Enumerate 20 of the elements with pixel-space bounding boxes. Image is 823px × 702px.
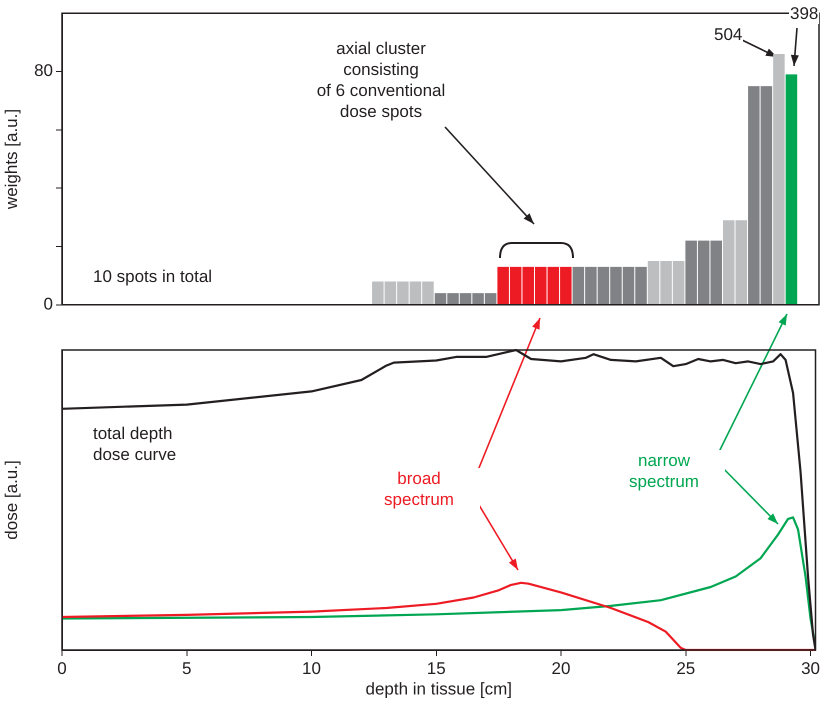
annotation: axial cluster consisting of 6 conventional dose spots [300, 38, 462, 122]
x-tick-label: 15 [426, 658, 446, 678]
x-tick-label: 10 [302, 658, 321, 678]
series-label: total depth dose curve [92, 423, 178, 465]
bar [786, 74, 798, 304]
y-axis-title: weights [a.u.] [2, 108, 21, 210]
x-tick-label: 30 [801, 658, 820, 678]
annotation: 504 [713, 24, 744, 45]
x-tick-label: 5 [182, 658, 192, 678]
annotation: 10 spots in total [92, 266, 214, 287]
x-tick-label: 20 [552, 658, 570, 678]
x-axis-title: depth in tissue [cm] [366, 679, 512, 698]
y-tick-label: 80 [34, 61, 53, 80]
y-axis-title: dose [a.u.] [2, 460, 21, 540]
x-tick-label: 25 [676, 658, 696, 678]
text: narrow spectrum [603, 450, 725, 492]
bar [773, 54, 785, 304]
annotation: 398 [789, 3, 820, 24]
text: broad spectrum [358, 468, 480, 510]
x-tick-label: 0 [57, 658, 67, 678]
